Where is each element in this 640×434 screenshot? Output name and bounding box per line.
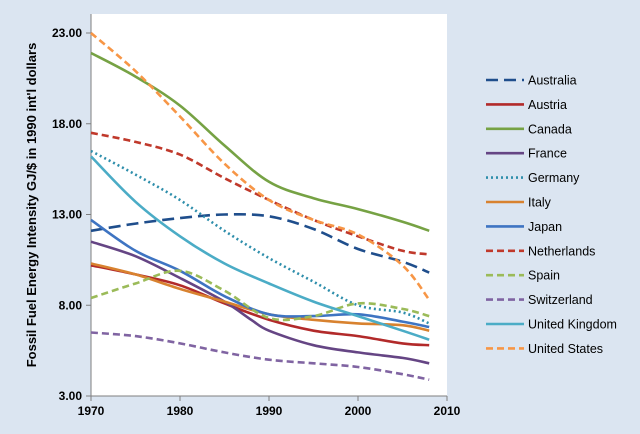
x-tick-label: 2010 — [434, 404, 461, 418]
series-layer — [90, 32, 431, 381]
legend: Australia Austria Canada France Germany Italy… — [486, 74, 617, 356]
legend-label: Australia — [528, 74, 577, 88]
legend-label: Netherlands — [528, 244, 595, 258]
x-tick-label: 1990 — [256, 404, 283, 418]
legend-label: Switzerland — [528, 293, 593, 307]
series-line-united-states — [90, 32, 431, 301]
series-line-spain — [90, 269, 430, 322]
y-tick-label: 3.00 — [59, 389, 83, 403]
legend-label: Japan — [528, 220, 562, 234]
series-line-switzerland — [90, 331, 430, 381]
y-tick-label: 23.00 — [52, 26, 82, 40]
legend-label: United Kingdom — [528, 318, 617, 332]
legend-label: Canada — [528, 122, 572, 136]
series-line-france — [90, 240, 430, 365]
series-line-japan — [90, 218, 430, 329]
x-tick-label: 2000 — [345, 404, 372, 418]
legend-label: Italy — [528, 196, 552, 210]
legend-label: Austria — [528, 98, 567, 112]
legend-label: United States — [528, 342, 603, 356]
series-line-germany — [90, 149, 430, 325]
x-tick-label: 1980 — [167, 404, 194, 418]
y-axis-title: Fossil Fuel Energy Intensity GJ/$ in 199… — [24, 43, 39, 368]
legend-label: France — [528, 147, 567, 161]
y-tick-label: 13.00 — [52, 208, 82, 222]
y-tick-label: 18.00 — [52, 117, 82, 131]
series-line-united-kingdom — [90, 155, 430, 341]
legend-label: Spain — [528, 269, 560, 283]
series-line-australia — [90, 213, 430, 274]
y-tick-label: 8.00 — [59, 298, 83, 312]
x-tick-label: 1970 — [78, 404, 105, 418]
legend-label: Germany — [528, 171, 580, 185]
axes: 3.00 8.00 13.00 18.00 23.00 1970 1980 1990 2000 2… — [52, 14, 461, 418]
plot-area — [91, 14, 447, 396]
